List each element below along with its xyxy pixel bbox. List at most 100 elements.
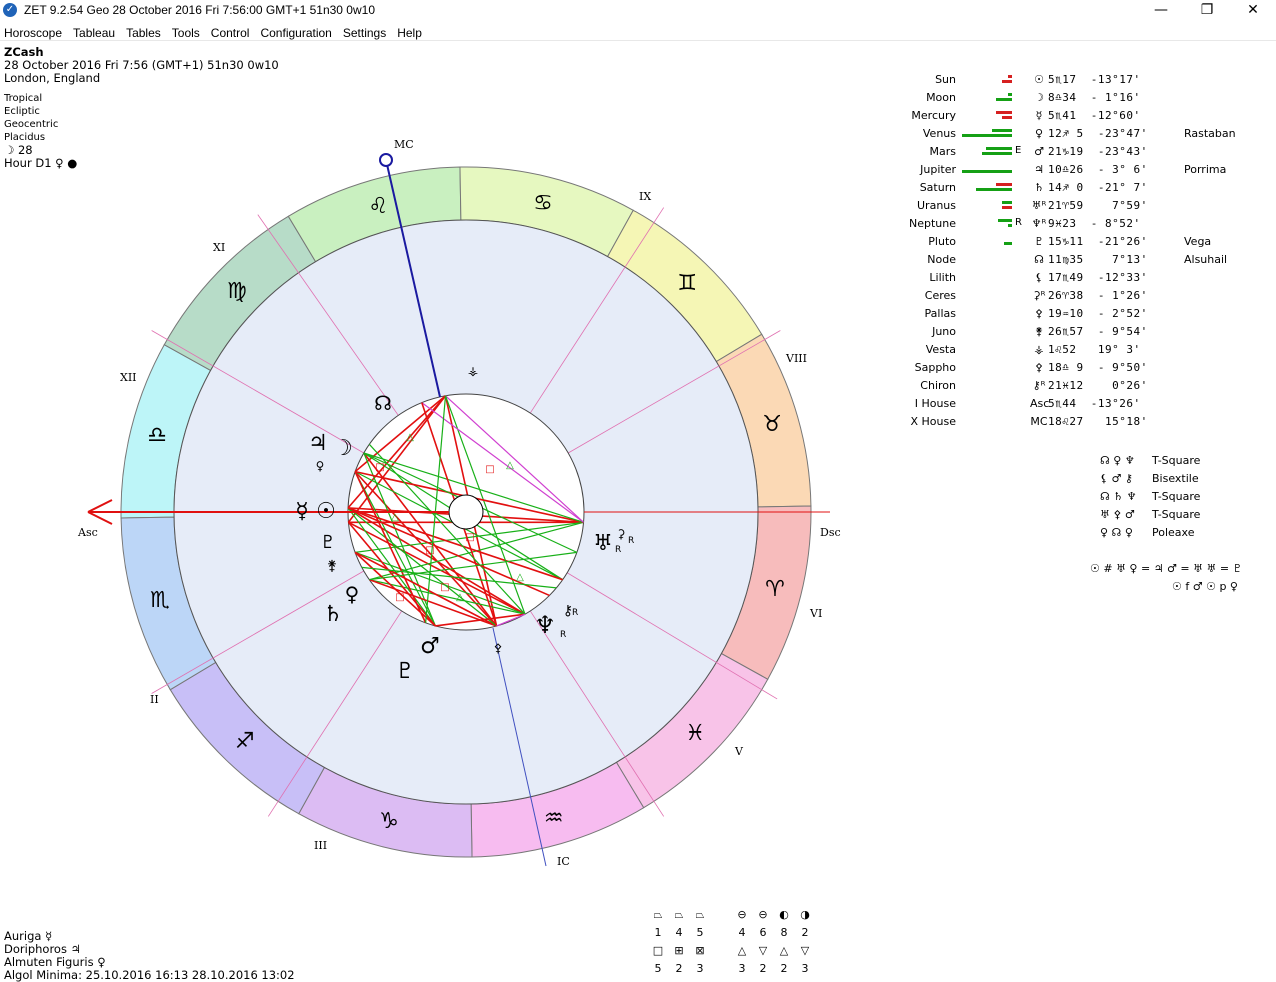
aspect-marker: △ (406, 432, 414, 443)
configuration-glyphs: ☊ ♄ ♆ (1100, 490, 1137, 503)
planet-glyph[interactable]: ♆ (534, 611, 556, 639)
menu-help[interactable]: Help (397, 26, 422, 40)
planet-glyph[interactable]: ♂ (420, 634, 440, 659)
mode-count: 3 (738, 962, 746, 975)
aspect-line (435, 613, 526, 627)
planet-name: Ceres (924, 289, 956, 302)
planet-name: Lilith (929, 271, 956, 284)
planet-glyph[interactable]: ⚵ (327, 558, 337, 574)
planet-row[interactable]: Sun ☉ 5♏17 -13°17' (900, 73, 1270, 91)
aspect-line (444, 395, 526, 615)
planet-row[interactable]: Chiron ⚷ᴿ 21♓12 0°26' (900, 379, 1270, 397)
planet-row[interactable]: Lilith ⚸ 17♏49 -12°33' (900, 271, 1270, 289)
menu-tableau[interactable]: Tableau (73, 26, 116, 40)
menu-bar: Horoscope Tableau Tables Tools Control Config… (0, 22, 1276, 41)
planet-glyph[interactable]: ☽ (333, 436, 353, 461)
planet-position: 15♑11 -21°26' (1048, 235, 1148, 248)
sign-glyph: ♓ (685, 721, 705, 746)
planet-name: Pallas (924, 307, 956, 320)
planet-glyph-icon: ⚴ (1034, 361, 1044, 374)
element-count: 8 (780, 926, 788, 939)
planet-name: Mars (929, 145, 957, 158)
aspect-line (361, 566, 557, 589)
minimize-button[interactable]: — (1154, 2, 1168, 18)
maximize-button[interactable]: ❐ (1200, 2, 1214, 18)
aspect-line (496, 613, 526, 627)
planet-row[interactable]: Saturn ♄ 14♐ 0 -21° 7' (900, 181, 1270, 199)
planet-glyph[interactable]: ☊ (374, 391, 392, 415)
menu-tools[interactable]: Tools (171, 26, 200, 40)
planet-row[interactable]: Ceres ⚳ᴿ 26♈38 - 1°26' (900, 289, 1270, 307)
almuten-line: Almuten Figuris ♀ (4, 955, 106, 969)
planet-row[interactable]: Uranus ♅ᴿ 21♈59 7°59' (900, 199, 1270, 217)
planet-glyph-icon: ♃ (1034, 163, 1044, 176)
aspect-line (363, 452, 584, 523)
planet-glyph[interactable]: ♀ (345, 582, 360, 606)
planet-glyph[interactable]: ♅ (593, 531, 613, 556)
strength-bar (1008, 224, 1012, 227)
planet-position: 9♓23 - 8°52' (1048, 217, 1141, 230)
house-label: IX (639, 190, 651, 203)
planet-row[interactable]: Vesta ⚶ 1♌52 19° 3' (900, 343, 1270, 361)
close-button[interactable]: ✕ (1247, 2, 1259, 18)
planet-position: 18♌27 15°18' (1048, 415, 1148, 428)
planet-row[interactable]: Jupiter ♃ 10♎26 - 3° 6' Porrima (900, 163, 1270, 181)
planetary-hour: Hour D1 ♀ ● (4, 156, 78, 170)
configuration-glyphs: ♀ ☊ ♀ (1100, 526, 1133, 539)
planet-row[interactable]: Sappho ⚴ 18♎ 9 - 9°50' (900, 361, 1270, 379)
element-symbol: ◑ (800, 908, 810, 921)
menu-horoscope[interactable]: Horoscope (4, 26, 63, 40)
planet-flag: E (1015, 145, 1022, 156)
planet-row[interactable]: Pallas ⚴ 19♒10 - 2°52' (900, 307, 1270, 325)
planet-glyph-icon: Asc (1030, 397, 1050, 410)
planet-row[interactable]: Moon ☽ 8♎34 - 1°16' (900, 91, 1270, 109)
planet-name: Jupiter (920, 163, 956, 176)
sign-glyph: ♊ (677, 271, 697, 296)
aspect-line (347, 507, 436, 627)
mode-symbol: ▽ (758, 944, 768, 957)
planet-glyph[interactable]: ♇ (395, 659, 415, 684)
zodiac-ring: ♎ ♍ ♌ ♋ ♊ ♉ ♈ ♓ ♒ ♑ ♐ ♏ (120, 166, 812, 858)
menu-configuration[interactable]: Configuration (260, 26, 332, 40)
planet-glyph-icon: ♇ (1034, 235, 1044, 248)
planet-glyph[interactable]: ⚶ (468, 364, 478, 378)
aspect-marker: □ (465, 532, 474, 543)
ic-axis (492, 627, 547, 867)
planet-glyph[interactable]: ☉ (316, 499, 336, 524)
configuration-label: Poleaxe (1152, 526, 1195, 539)
configuration-row: ☊ ♀ ♆ T-Square (1100, 452, 1200, 470)
planet-glyph-icon: ⚴ (1034, 307, 1044, 320)
strength-bar (962, 134, 1012, 137)
configuration-row: ⚸ ♂ ⚷ Bisextile (1100, 470, 1200, 488)
menu-settings[interactable]: Settings (342, 26, 387, 40)
planet-glyph[interactable]: ⚷ (563, 603, 573, 619)
planet-name: X House (910, 415, 956, 428)
menu-control[interactable]: Control (210, 26, 250, 40)
strength-bar (1002, 116, 1012, 119)
planet-glyph[interactable]: ♀ (316, 459, 325, 473)
planet-glyph[interactable]: ⚴ (494, 641, 503, 655)
strength-bar (982, 152, 1012, 155)
element-symbol: ⏢ (674, 908, 684, 921)
sign-glyph: ♐ (235, 729, 255, 754)
planet-glyph[interactable]: ♄ (323, 602, 343, 627)
planet-row[interactable]: Juno ⚵ 26♏57 - 9°54' (900, 325, 1270, 343)
planet-row[interactable]: Mars E ♂ 21♑19 -23°43' (900, 145, 1270, 163)
planet-row[interactable]: Mercury ☿ 5♏41 -12°60' (900, 109, 1270, 127)
menu-tables[interactable]: Tables (126, 26, 161, 40)
planet-row[interactable]: Neptune R ♆ᴿ 9♓23 - 8°52' (900, 217, 1270, 235)
planet-glyph[interactable]: ☿ (295, 499, 309, 524)
planet-row[interactable]: Node ☊ 11♍35 7°13' Alsuhail (900, 253, 1270, 271)
planet-position: 8♎34 - 1°16' (1048, 91, 1141, 104)
planet-row[interactable]: X House MC 18♌27 15°18' (900, 415, 1270, 433)
retrograde-mark: R (572, 608, 578, 618)
planet-row[interactable]: Venus ♀ 12♐ 5 -23°47' Rastaban (900, 127, 1270, 145)
planet-glyph[interactable]: ♇ (320, 532, 336, 553)
planet-name: Chiron (920, 379, 956, 392)
planet-glyph[interactable]: ⚳ (617, 527, 626, 541)
planet-name: Saturn (919, 181, 956, 194)
planet-row[interactable]: I House Asc 5♏44 -13°26' (900, 397, 1270, 415)
planet-glyph[interactable]: ♃ (308, 431, 328, 456)
planet-row[interactable]: Pluto ♇ 15♑11 -21°26' Vega (900, 235, 1270, 253)
